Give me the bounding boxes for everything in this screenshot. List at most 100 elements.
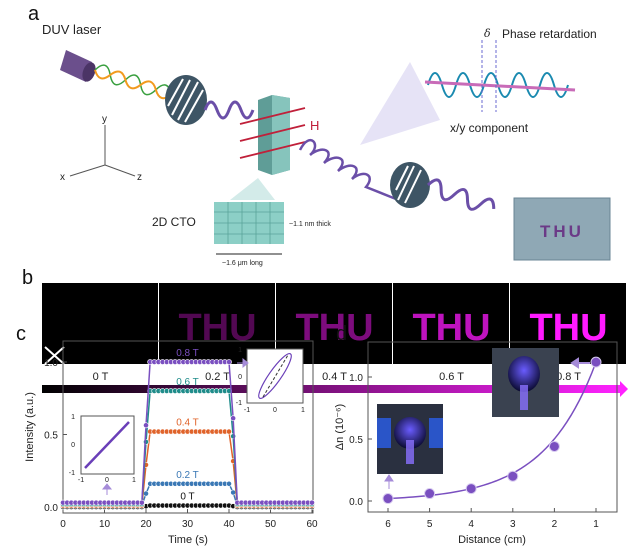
inset-tick: -1	[69, 470, 75, 477]
series-label: 0.2 T	[176, 470, 199, 481]
magnetic-field-arrows	[239, 107, 306, 159]
arrow-right-icon	[237, 357, 249, 369]
inset-tick: -1	[244, 407, 250, 414]
x-tick-label: 2	[552, 519, 558, 530]
thu-text: THU	[529, 307, 607, 349]
y-tick-label: 1.0	[349, 373, 363, 384]
polarizer-icon	[165, 75, 207, 125]
data-point	[424, 488, 436, 500]
chart-d-ylabel: Δn (10⁻⁶)	[334, 404, 346, 450]
inset-tick: 0	[238, 374, 242, 381]
zoom-cone	[360, 62, 440, 145]
arrow-up-icon	[384, 474, 394, 489]
panel-c-label: c	[16, 323, 26, 345]
crystal-structure	[214, 202, 284, 255]
x-tick-label: 0	[60, 519, 66, 530]
data-point	[465, 483, 477, 495]
crossed-polarizer-icon	[44, 346, 65, 365]
inset-tick: -1	[236, 400, 242, 407]
field-label: 0.2 T	[205, 371, 230, 383]
inset-tick: 1	[238, 347, 242, 354]
panel-a: a DUV laser H THU	[28, 3, 611, 267]
inset-tick: 0	[105, 477, 109, 484]
x-tick-label: 5	[427, 519, 433, 530]
inset-tick: 0	[273, 407, 277, 414]
inset-tick: 1	[132, 477, 136, 484]
panel-a-label: a	[28, 3, 40, 25]
axis-z-label: z	[137, 172, 142, 183]
series-label: 0 T	[180, 492, 194, 503]
analyzer-icon	[390, 162, 430, 208]
arrow-left-icon	[570, 357, 590, 369]
thu-text: THU	[295, 307, 373, 349]
x-tick-label: 3	[510, 519, 516, 530]
data-point	[230, 415, 237, 422]
data-point	[143, 438, 149, 445]
field-gradient-bar	[42, 385, 622, 393]
inset-linear: 1 0 -1 -1 0 1	[69, 414, 136, 495]
panel-c: c 0 10 20 30 40 50 600.00.51.0 0 T0.2 T0.4 T0.…	[16, 323, 318, 546]
inset-tick: -1	[78, 477, 84, 484]
data-point	[138, 499, 145, 506]
data-point	[143, 422, 149, 429]
x-tick-label: 40	[223, 519, 235, 530]
thu-text: THU	[178, 307, 256, 349]
panel-d-label: d	[336, 323, 347, 345]
data-point	[226, 480, 232, 487]
y-tick-label: 1.0	[44, 358, 58, 369]
delta-symbol: δ	[484, 27, 491, 40]
gradient-arrowhead	[620, 381, 628, 397]
data-point	[226, 359, 232, 365]
y-tick-label: 0.0	[44, 503, 58, 514]
y-tick-label: 0.0	[349, 497, 363, 508]
series-label: 0.4 T	[176, 418, 199, 429]
thu-text: THU	[412, 307, 490, 349]
beam-polarized	[203, 100, 255, 120]
series-label: 0.6 T	[176, 377, 199, 388]
axis-y-label: y	[102, 114, 107, 125]
field-label: 0.6 T	[439, 371, 464, 383]
field-frame	[393, 283, 509, 364]
crystal-cone	[230, 178, 275, 200]
x-tick-label: 20	[140, 519, 152, 530]
chart-d-xlabel: Distance (cm)	[458, 534, 526, 546]
data-point	[226, 428, 232, 435]
material-label: 2D CTO	[152, 215, 196, 229]
x-tick-label: 30	[182, 519, 194, 530]
fit-curve	[387, 361, 597, 500]
axis-x-label: x	[60, 172, 65, 183]
laser-label: DUV laser	[42, 22, 102, 37]
photo-near	[492, 348, 559, 417]
waveform-inset	[424, 40, 576, 112]
panel-b-label: b	[22, 267, 33, 289]
screen: THU	[513, 197, 611, 261]
axes-icon	[69, 125, 136, 177]
data-point	[548, 440, 560, 452]
data-point	[590, 356, 602, 368]
beam-output	[426, 178, 496, 211]
data-point	[143, 490, 149, 497]
chart-c-xlabel: Time (s)	[168, 534, 208, 546]
inset-tick: 1	[301, 407, 305, 414]
data-point	[230, 489, 237, 496]
inset-tick: 1	[71, 414, 75, 421]
series-label: 0.8 T	[176, 348, 199, 359]
beam-helix-2	[94, 69, 172, 100]
data-point	[230, 433, 237, 440]
length-label: ~1.6 μm long	[222, 260, 263, 267]
panel-d: d 6 5 4 3 2 1 0.0 0.5 1.0 Distance (cm) Δn (10⁻⁶…	[334, 323, 618, 546]
x-tick-label: 60	[306, 519, 318, 530]
field-label: H	[310, 118, 319, 133]
x-tick-label: 6	[385, 519, 391, 530]
field-label: 0.4 T	[322, 371, 347, 383]
y-tick-label: 0.5	[44, 431, 58, 442]
component-label: x/y component	[450, 121, 529, 135]
thickness-label: ~1.1 nm thick	[289, 221, 331, 228]
beam-helix-1	[94, 64, 172, 96]
phase-label: Phase retardation	[502, 27, 597, 41]
screen-text: THU	[540, 222, 584, 241]
series-08T: 0.8 T	[60, 348, 315, 506]
inset-ellipse: 1 0 -1 -1 0 1	[236, 347, 305, 414]
photo-far	[377, 404, 443, 474]
